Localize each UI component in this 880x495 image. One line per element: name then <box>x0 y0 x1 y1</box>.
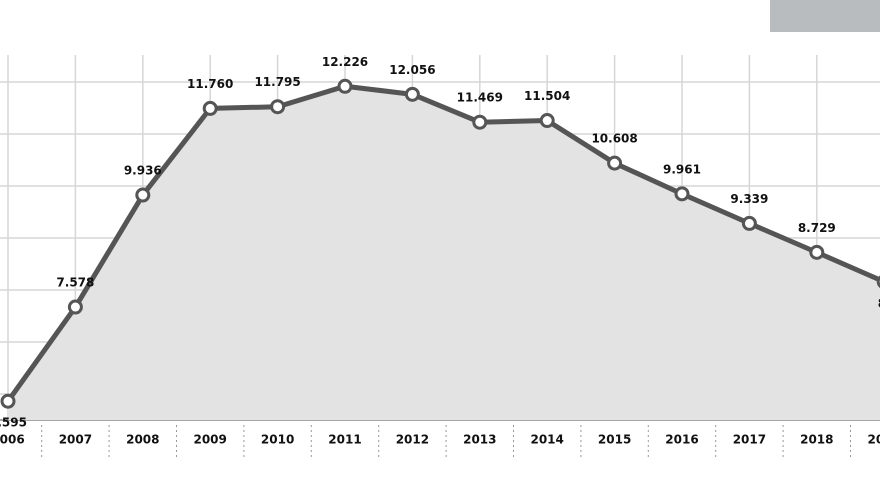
point <box>809 244 825 260</box>
value-label: 11.469 <box>457 91 503 105</box>
value-label: 12.226 <box>322 55 368 69</box>
value-label: 9.961 <box>663 162 701 176</box>
value-label: 10.608 <box>591 132 637 146</box>
header-image <box>770 0 880 32</box>
x-tick-label: 2017 <box>733 433 766 447</box>
x-tick-label: 2012 <box>396 433 429 447</box>
value-label: 11.760 <box>187 77 233 91</box>
x-tick-label: 2009 <box>193 433 226 447</box>
value-label: 7.578 <box>56 276 94 290</box>
value-label: 9.936 <box>124 164 162 178</box>
point <box>607 155 623 171</box>
value-label: 8. <box>878 296 880 310</box>
x-tick-label: 2014 <box>530 433 563 447</box>
x-tick-label: 2008 <box>126 433 159 447</box>
point <box>337 78 353 94</box>
value-label: 11.795 <box>254 75 300 89</box>
x-tick-label: 2019 <box>867 433 880 447</box>
x-tick-label: 2011 <box>328 433 361 447</box>
line <box>5 83 880 403</box>
x-tick-label: 2018 <box>800 433 833 447</box>
x-tick-label: 2007 <box>59 433 92 447</box>
x-tick-label: 2013 <box>463 433 496 447</box>
x-tick-label: 2015 <box>598 433 631 447</box>
value-label: 8.729 <box>798 221 836 235</box>
value-label: 11.504 <box>524 89 570 103</box>
point <box>135 187 151 203</box>
point <box>674 186 690 202</box>
point <box>202 100 218 116</box>
area <box>8 86 880 420</box>
point <box>270 99 286 115</box>
point <box>0 393 16 409</box>
point <box>67 299 83 315</box>
point <box>404 86 420 102</box>
point <box>741 215 757 231</box>
x-tick-label: 2010 <box>261 433 294 447</box>
value-label: 9.339 <box>730 192 768 206</box>
point <box>472 114 488 130</box>
point <box>539 113 555 129</box>
x-tick-label: 2006 <box>0 433 25 447</box>
value-label: 12.056 <box>389 63 435 77</box>
value-label: 5.595 <box>0 416 27 430</box>
x-tick-label: 2016 <box>665 433 698 447</box>
